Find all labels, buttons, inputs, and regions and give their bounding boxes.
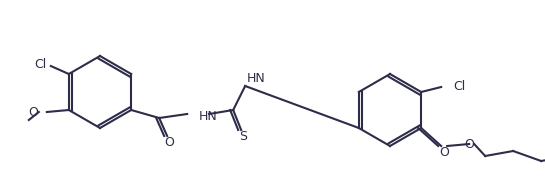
Text: Cl: Cl bbox=[35, 58, 47, 71]
Text: S: S bbox=[239, 130, 247, 143]
Text: O: O bbox=[464, 137, 474, 150]
Text: O: O bbox=[439, 146, 449, 159]
Text: O: O bbox=[28, 105, 38, 118]
Text: HN: HN bbox=[247, 71, 266, 84]
Text: Cl: Cl bbox=[453, 80, 465, 93]
Text: O: O bbox=[164, 136, 174, 149]
Text: HN: HN bbox=[199, 109, 218, 122]
